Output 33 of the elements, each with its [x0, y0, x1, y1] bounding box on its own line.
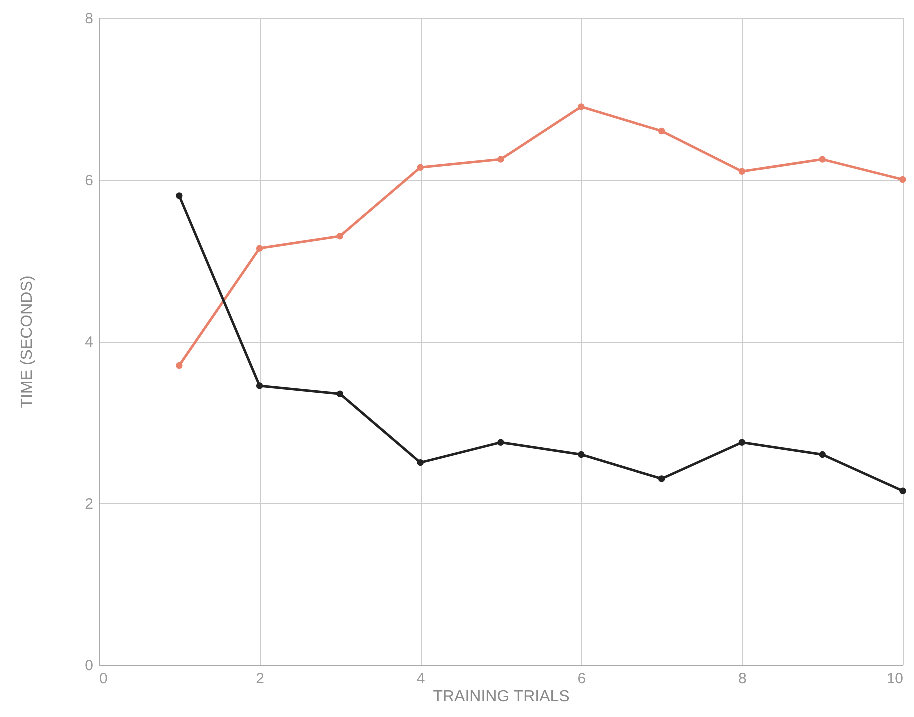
y-tick-label: 8 [85, 10, 94, 28]
point [256, 382, 264, 390]
point [738, 168, 746, 176]
point [738, 439, 746, 446]
point [578, 104, 585, 110]
y-tick-label: 6 [85, 172, 94, 190]
x-tick-label: 8 [738, 670, 747, 688]
x-axis-title: TRAINING TRIALS [433, 688, 570, 706]
y-tick-label: 2 [85, 496, 94, 513]
point [498, 439, 504, 446]
point [417, 164, 424, 171]
point [658, 476, 666, 482]
point [256, 245, 264, 252]
point [336, 233, 344, 240]
x-tick-label: 0 [100, 670, 108, 688]
y-axis-title: TIME (SECONDS) [19, 276, 36, 408]
x-tick-label: 10 [886, 670, 904, 688]
x-tick-label: 4 [416, 670, 426, 688]
point [336, 390, 344, 398]
y-tick-label: 4 [85, 334, 94, 351]
point [176, 192, 183, 200]
point [578, 451, 585, 458]
point [498, 156, 504, 163]
x-tick-label: 6 [578, 670, 586, 688]
point [900, 488, 906, 494]
x-tick-label: 2 [256, 670, 264, 688]
point [819, 451, 826, 458]
point [658, 128, 666, 135]
point [176, 362, 183, 370]
point [417, 459, 424, 466]
point [819, 156, 826, 163]
point [900, 176, 906, 184]
y-tick-label: 0 [85, 658, 94, 674]
